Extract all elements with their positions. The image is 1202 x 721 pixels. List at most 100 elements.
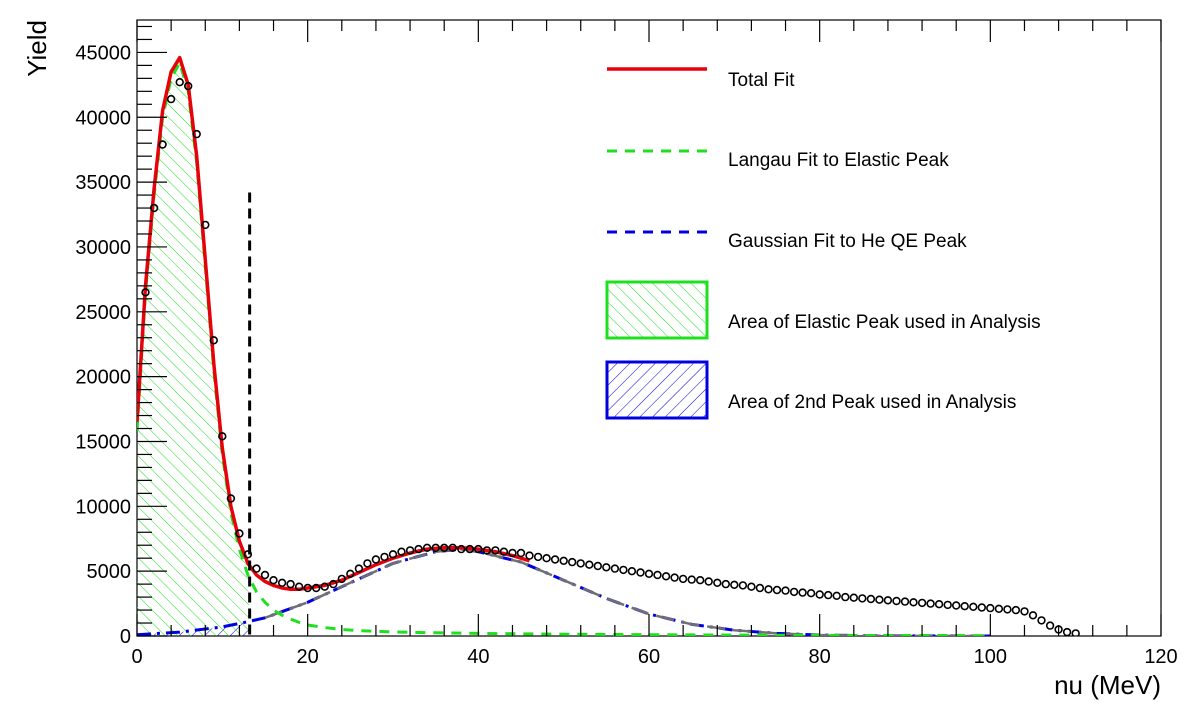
data-point [593,561,602,571]
langau-fit-to-elastic-peak-curve [137,61,991,636]
data-point [883,596,893,605]
legend: Total Fit Langau Fit to Elastic Peak Gau… [605,67,1041,420]
y-tick-label: 40000 [75,107,131,129]
data-point [474,544,483,554]
data-point [269,575,278,585]
data-point [678,574,688,584]
data-point [585,560,594,569]
data-point [661,572,671,581]
y-tick-label: 20000 [75,367,131,389]
data-point [755,583,765,593]
data-point [576,559,585,568]
data-point [337,574,346,584]
data-point [687,575,696,584]
data-point [900,597,910,606]
data-point [1045,621,1055,630]
x-tick-label: 0 [131,646,142,668]
data-point [704,577,713,586]
data-point [329,579,338,589]
data-point [815,590,824,599]
x-tick-label: 100 [974,646,1007,668]
y-tick-label: 15000 [75,431,131,453]
x-tick-label: 40 [467,646,489,668]
data-point [619,565,628,575]
data-point [1011,605,1021,615]
data-point [969,602,978,611]
x-axis-title: nu (MeV) [1054,670,1161,700]
data-point [772,585,782,595]
data-point [491,546,500,555]
data-point [926,599,935,608]
legend-label-total-fit: Total Fit [728,70,795,91]
data-point [303,583,312,593]
second-peak-area [137,621,250,636]
legend-label-gaussian: Gaussian Fit to He QE Peak [728,231,967,252]
data-point [414,544,423,554]
data-point [371,555,381,564]
data-point [405,546,415,555]
data-point [721,579,730,589]
data-point [653,570,662,580]
data-point [747,582,756,591]
data-point [209,336,219,345]
data-point [977,603,986,612]
data-point [448,543,457,552]
data-point [781,586,790,595]
data-point [235,529,244,538]
qe-peak-overlay-curve [264,547,991,636]
data-point [397,547,406,556]
data-point [499,547,509,556]
data-point [730,580,739,589]
data-point [713,578,722,587]
data-point [1037,616,1046,625]
data-point [226,494,236,503]
data-point [457,544,466,554]
data-point [388,550,398,559]
data-point [166,94,176,104]
data-point [644,569,654,578]
data-point [1062,627,1072,636]
legend-label-2nd-peak-area: Area of 2nd Peak used in Analysis [728,392,1016,413]
data-point [917,598,927,608]
data-point [636,568,645,577]
y-axis-ticks: 0 5000 10000 15000 20000 25000 30000 35000 40000… [75,25,167,648]
data-point [294,582,304,591]
data-point [482,546,492,555]
data-point [670,573,679,582]
data-point [516,548,526,558]
y-tick-label: 30000 [75,237,131,259]
data-point [841,592,850,602]
data-point [892,596,901,606]
x-tick-label: 20 [297,646,319,668]
y-tick-label: 35000 [75,172,131,194]
data-point [465,544,474,554]
data-point [312,583,321,593]
legend-swatch-elastic-area [605,280,709,340]
data-point [951,601,961,610]
data-point [875,595,884,604]
data-point [832,591,841,600]
data-point [440,543,449,552]
data-point [175,77,184,87]
y-tick-label: 25000 [75,302,131,324]
data-point [627,566,637,576]
data-point [533,552,543,562]
data-point [201,220,210,230]
data-point [764,585,773,594]
data-point [525,551,534,560]
data-point [320,582,329,591]
y-axis-title: Yield [22,20,52,77]
data-point [986,603,995,613]
total-fit-curve [137,55,531,592]
data-point [789,587,799,597]
gaussian-fit-to-he-qe-peak-curve [137,547,991,636]
data-point [218,432,227,441]
data-point [866,594,876,604]
data-point [695,575,705,585]
data-point [286,579,295,589]
data-point [994,604,1004,613]
data-point [243,550,253,559]
hatched-areas [137,57,250,636]
data-point [260,570,270,580]
